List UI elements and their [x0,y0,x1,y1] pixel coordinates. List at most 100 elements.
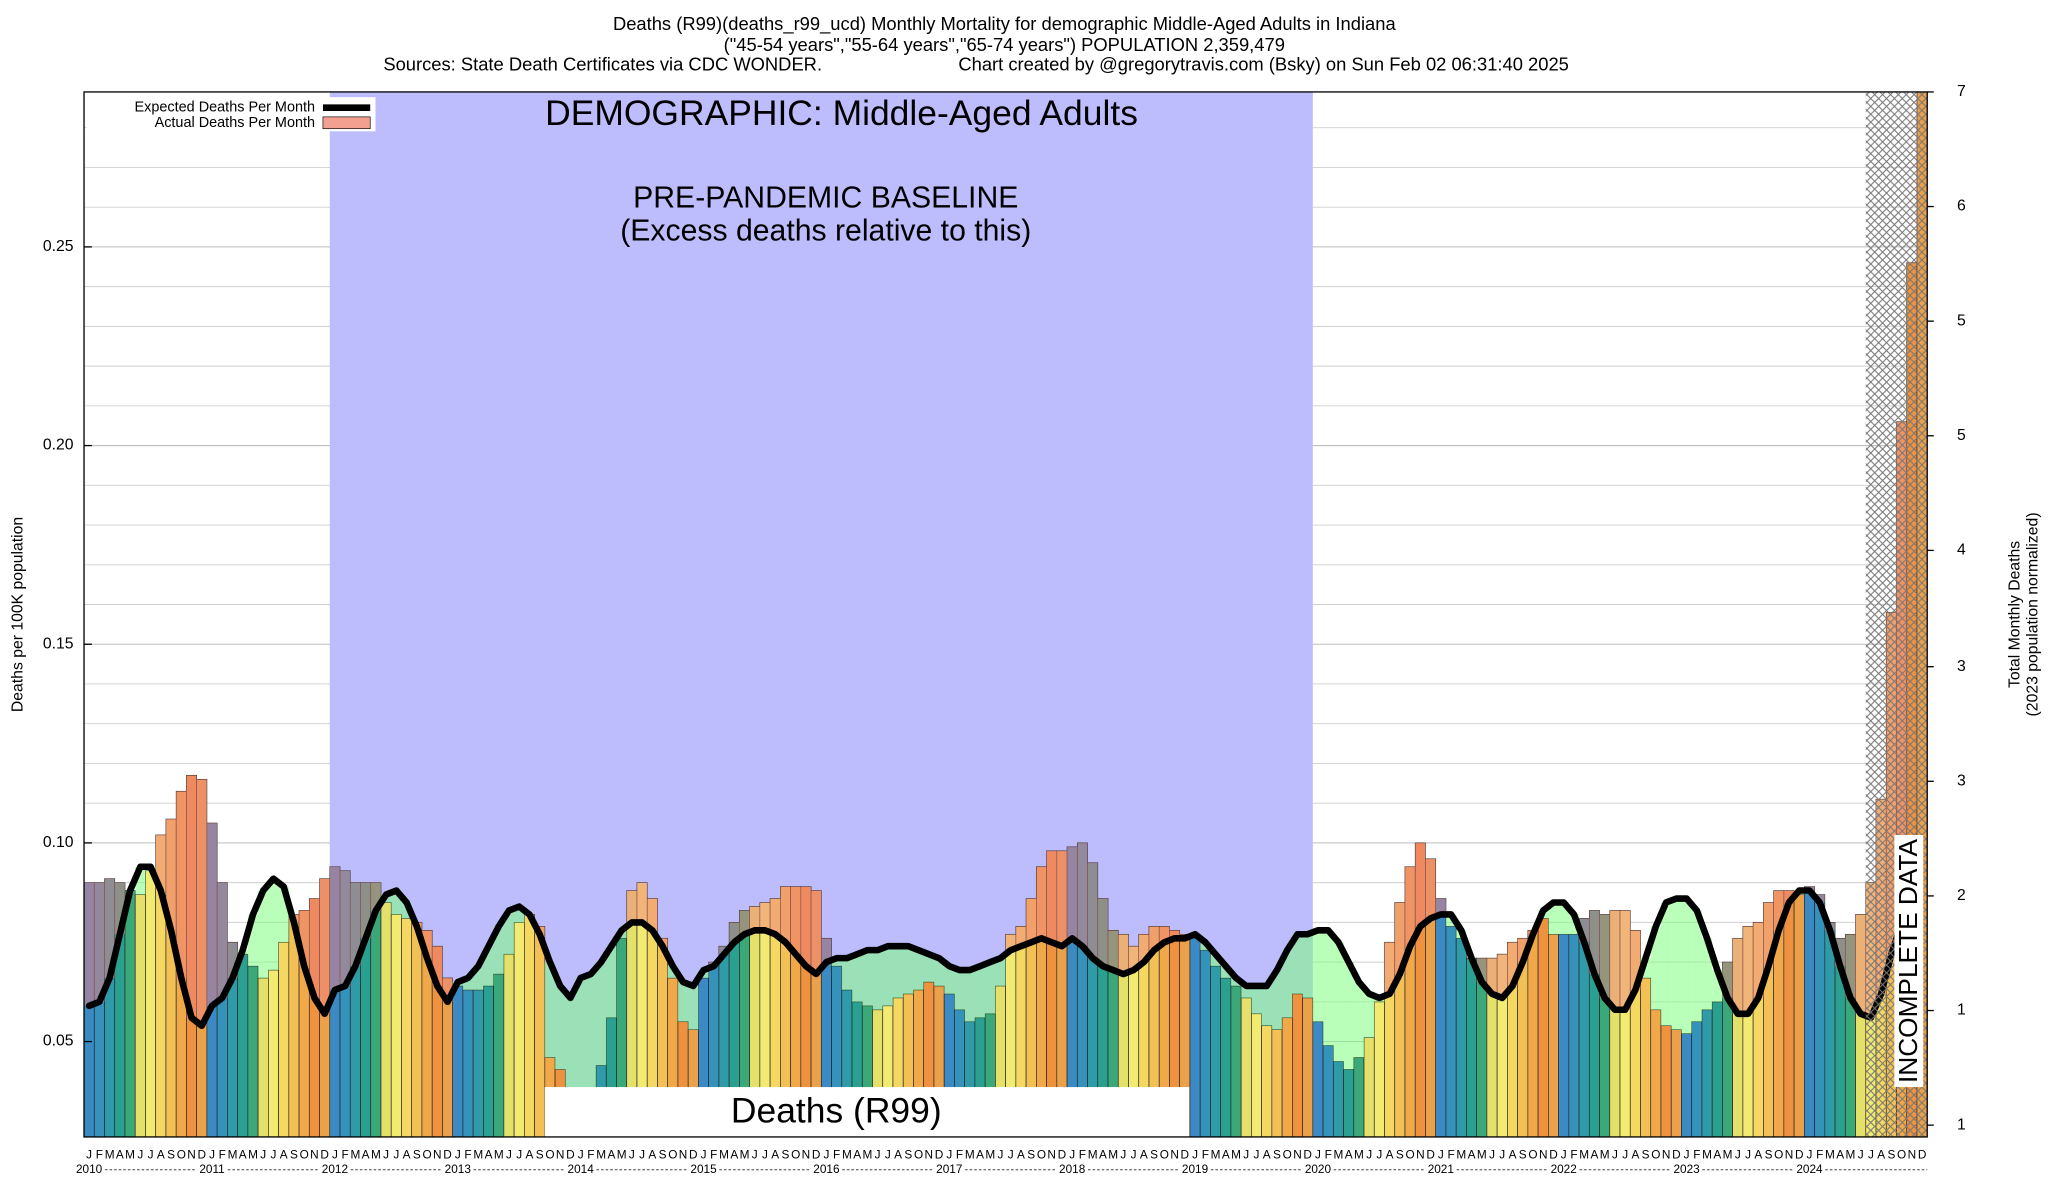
excess-fill [729,922,740,943]
x-tick-label: N [1047,1147,1056,1161]
excess-fill [432,946,443,986]
excess-fill [1517,938,1528,963]
deficit-fill [514,906,525,923]
excess-fill [360,882,371,939]
excess-fill [84,882,95,1006]
x-tick-label: M [1108,1147,1118,1161]
bar [1455,937,1467,1137]
excess-fill [1783,890,1795,903]
x-tick-label: J [148,1147,154,1161]
bar [1650,1009,1662,1137]
x-tick-label: J [998,1147,1004,1161]
x-tick-label: J [1612,1147,1618,1161]
x-tick-label: A [771,1147,779,1161]
y-tick-label: 0.05 [43,1033,74,1050]
x-tick-label: A [526,1147,534,1161]
x-tick-label: A [1345,1147,1353,1161]
x-tick-label: J [1366,1147,1372,1161]
x-tick-label: M [596,1147,606,1161]
excess-fill [1722,962,1733,998]
excess-fill [1148,926,1160,951]
x-tick-label: J [1745,1147,1751,1161]
bar [1548,933,1559,1137]
y2-tick-label: 1 [1957,1116,1966,1133]
y-tick-label: 0.10 [43,834,74,851]
x-tick-label: J [137,1147,143,1161]
deficit-fill [882,946,893,1006]
x-tick-label: M [740,1147,750,1161]
bar [1261,1025,1273,1137]
x-tick-label: J [823,1147,829,1161]
bar [1189,937,1201,1137]
x-tick-label: J [383,1147,389,1161]
x-tick-label: N [1416,1147,1425,1161]
x-tick-label: D [1795,1147,1804,1161]
x-tick-label: J [1735,1147,1741,1161]
deficit-fill [135,866,146,895]
plot-area [84,91,1928,1137]
foreground-layer: Deaths (R99)(deaths_r99_ucd) Monthly Mor… [10,13,2042,1176]
bar [1312,1021,1324,1137]
x-tick-label: O [300,1147,309,1161]
x-tick-label: J [516,1147,522,1161]
x-tick-label: A [1877,1147,1885,1161]
bar [124,890,136,1137]
year-label: 2022 [1551,1162,1577,1176]
y2-axis-label: (2023 population normalized) [2025,512,2042,716]
bar [1783,890,1795,1137]
excess-fill [1476,958,1487,982]
bar [1230,985,1242,1137]
deficit-fill [1220,966,1231,979]
excess-fill [1097,898,1109,967]
x-tick-label: J [946,1147,952,1161]
y2-tick-label: 2 [1957,887,1966,904]
excess-fill [1773,890,1784,931]
excess-fill [636,882,648,923]
year-label: 2012 [322,1162,348,1176]
x-tick-label: J [1008,1147,1014,1161]
excess-fill [626,890,637,923]
x-tick-label: M [248,1147,258,1161]
baseline-label: PRE-PANDEMIC BASELINE [633,182,1018,215]
y2-tick-label: 3 [1957,772,1966,789]
x-tick-label: O [1283,1147,1292,1161]
x-tick-label: J [260,1147,266,1161]
bar [462,989,474,1137]
y-axis-label: Deaths per 100K population [10,517,27,712]
excess-fill [370,882,381,911]
excess-fill [1036,866,1047,939]
deficit-fill [503,910,515,955]
excess-fill [1056,850,1068,947]
x-tick-label: F [833,1147,840,1161]
deficit-fill [923,954,934,982]
incomplete-label: INCOMPLETE DATA [1893,839,1923,1084]
x-tick-label: S [659,1147,667,1161]
year-label: 2016 [813,1162,840,1176]
bar [1343,1069,1355,1137]
x-tick-label: O [422,1147,431,1161]
legend-label: Expected Deaths Per Month [134,100,315,116]
deficit-fill [1302,934,1313,998]
excess-fill [780,886,791,943]
year-label: 2011 [199,1162,224,1176]
x-tick-label: J [752,1147,758,1161]
deficit-fill [1241,985,1252,998]
x-tick-label: O [791,1147,800,1161]
deficit-fill [974,966,986,1018]
x-tick-label: F [956,1147,963,1161]
footer-label: Deaths (R99) [731,1091,942,1131]
x-tick-label: D [443,1147,452,1161]
x-tick-label: S [1273,1147,1281,1161]
excess-fill [217,882,228,998]
deficit-fill [606,946,617,1018]
bar [1568,933,1580,1137]
bar [1558,933,1570,1137]
x-tick-label: F [587,1147,594,1161]
x-tick-label: A [157,1147,165,1161]
x-tick-label: M [1825,1147,1835,1161]
x-tick-label: N [1170,1147,1179,1161]
excess-fill [309,898,320,998]
bar [524,914,535,1137]
deficit-fill [862,950,873,1006]
